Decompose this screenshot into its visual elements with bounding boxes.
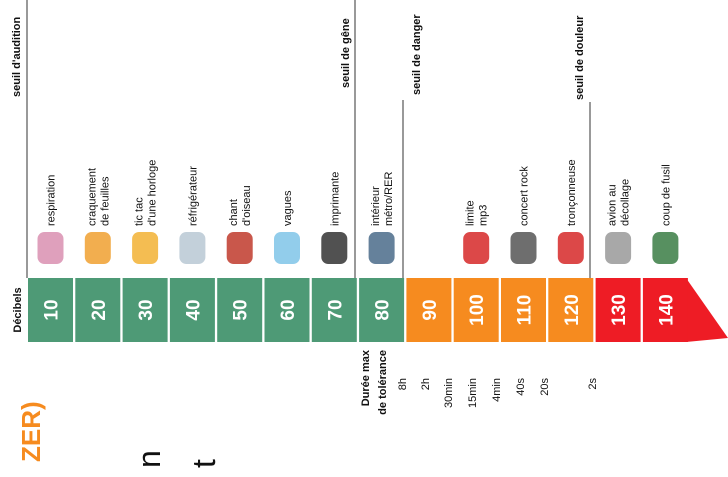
decibel-value: 110 [515,295,536,326]
sound-icon [84,232,111,264]
duration-label: 4min [491,378,503,402]
sound-label: tronçonneuse [566,159,578,226]
decibel-value: 140 [656,294,677,326]
decibel-value: 50 [231,299,252,320]
decibel-segment [501,278,546,342]
sound-label: limite [465,200,477,226]
sound-label: décollage [620,179,632,226]
cropped-text: n [131,450,167,468]
sound-label: d'une horloge [147,160,159,226]
duration-label: 30min [443,378,455,408]
decibel-value: 120 [562,294,583,326]
decibel-segment [359,278,405,342]
duration-title: Durée max [360,349,372,406]
duration-label: 2s [587,378,599,390]
decibel-value: 100 [467,294,488,326]
threshold-label: seuil de gêne [340,18,352,88]
decibel-segment [453,278,499,342]
sound-icon [37,232,64,264]
decibel-segment [406,278,452,342]
decibel-value: 60 [278,299,299,320]
sound-label: imprimante [329,172,341,226]
cropped-text: t [186,459,222,468]
decibel-segment [28,278,73,342]
decibel-segment [169,278,215,342]
sound-icon [274,232,300,264]
decibel-segment [217,278,263,342]
sound-icon [132,232,159,264]
sound-icon [463,232,490,264]
decibel-value: 10 [42,299,63,320]
decibel-segment [122,278,168,342]
sound-icon [510,232,537,264]
sound-label: coup de fusil [660,164,672,226]
decibel-value: 70 [325,299,346,320]
threshold-label: seuil de danger [411,14,423,95]
sound-label: chant [228,199,240,226]
sound-icon [321,232,348,264]
sound-icon [226,232,253,264]
duration-label: 15min [467,378,479,408]
decibel-segment [595,278,641,342]
decibel-value: 30 [136,299,157,320]
scale-arrow [686,278,728,342]
sound-label: concert rock [519,166,531,226]
threshold-label: seuil de douleur [574,15,586,100]
sound-icon [605,232,632,264]
decibel-value: 90 [420,299,441,320]
sound-label: respiration [46,175,58,226]
sound-icon [652,232,679,264]
decibel-segment [548,278,594,342]
sound-icon [368,232,395,264]
duration-title: de tolérance [377,350,389,415]
sound-label: vagues [282,190,294,226]
sound-label: mp3 [478,205,490,226]
decibel-segment [642,278,688,342]
sound-label: avion au [607,184,619,226]
decibel-value: 20 [89,299,110,320]
cropped-title: ZER) [16,401,46,462]
sound-label: métro/RER [383,172,395,226]
scale-label: Décibels [12,287,24,332]
sound-icon [557,232,584,264]
duration-label: 20s [539,378,551,396]
sound-label: tic tac [134,197,146,226]
decibel-value: 40 [183,299,204,320]
decibel-segment [75,278,121,342]
decibel-segment [311,278,357,342]
decibel-value: 130 [609,294,630,326]
sound-icon [179,232,206,264]
decibel-segment [264,278,310,342]
duration-label: 40s [515,378,527,396]
threshold-label: seuil d'audition [11,16,23,97]
sound-label: intérieur [370,186,382,226]
sound-label: d'oiseau [241,185,253,226]
decibel-value: 80 [373,299,394,320]
sound-label: craquement [86,168,98,226]
duration-label: 8h [397,378,409,390]
duration-label: 2h [420,378,432,390]
sound-label: réfrigérateur [187,166,199,226]
sound-label: de feuilles [99,176,111,226]
